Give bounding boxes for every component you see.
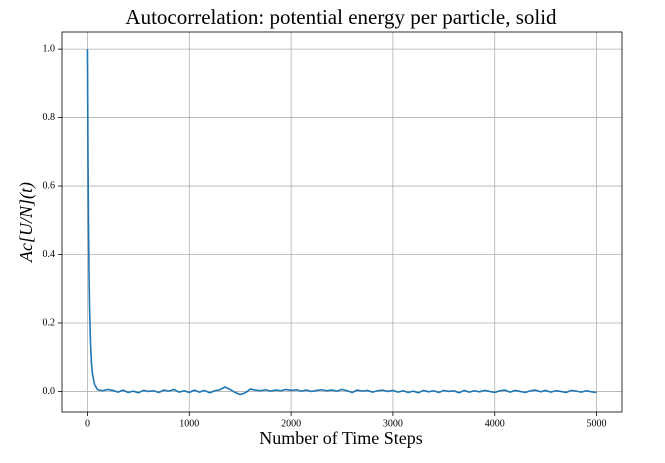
x-tick-label: 5000	[587, 418, 607, 429]
y-tick-label: 0.2	[43, 317, 56, 328]
x-tick-label: 4000	[485, 418, 505, 429]
x-tick-label: 0	[85, 418, 90, 429]
x-tick-label: 2000	[281, 418, 301, 429]
plot-frame	[61, 31, 623, 413]
x-tick-label: 1000	[179, 418, 199, 429]
y-tick-label: 0.0	[43, 386, 56, 397]
x-axis-label: Number of Time Steps	[259, 428, 423, 448]
y-tick-label: 0.8	[43, 112, 56, 123]
x-tick-label: 3000	[383, 418, 403, 429]
y-tick-label: 0.4	[43, 249, 56, 260]
y-axis-label: Ac[U/N](t)	[16, 182, 37, 263]
y-tick-label: 0.6	[43, 180, 56, 191]
chart-title: Autocorrelation: potential energy per pa…	[125, 5, 557, 29]
data-line	[86, 49, 597, 396]
y-tick-label: 1.0	[43, 43, 56, 54]
